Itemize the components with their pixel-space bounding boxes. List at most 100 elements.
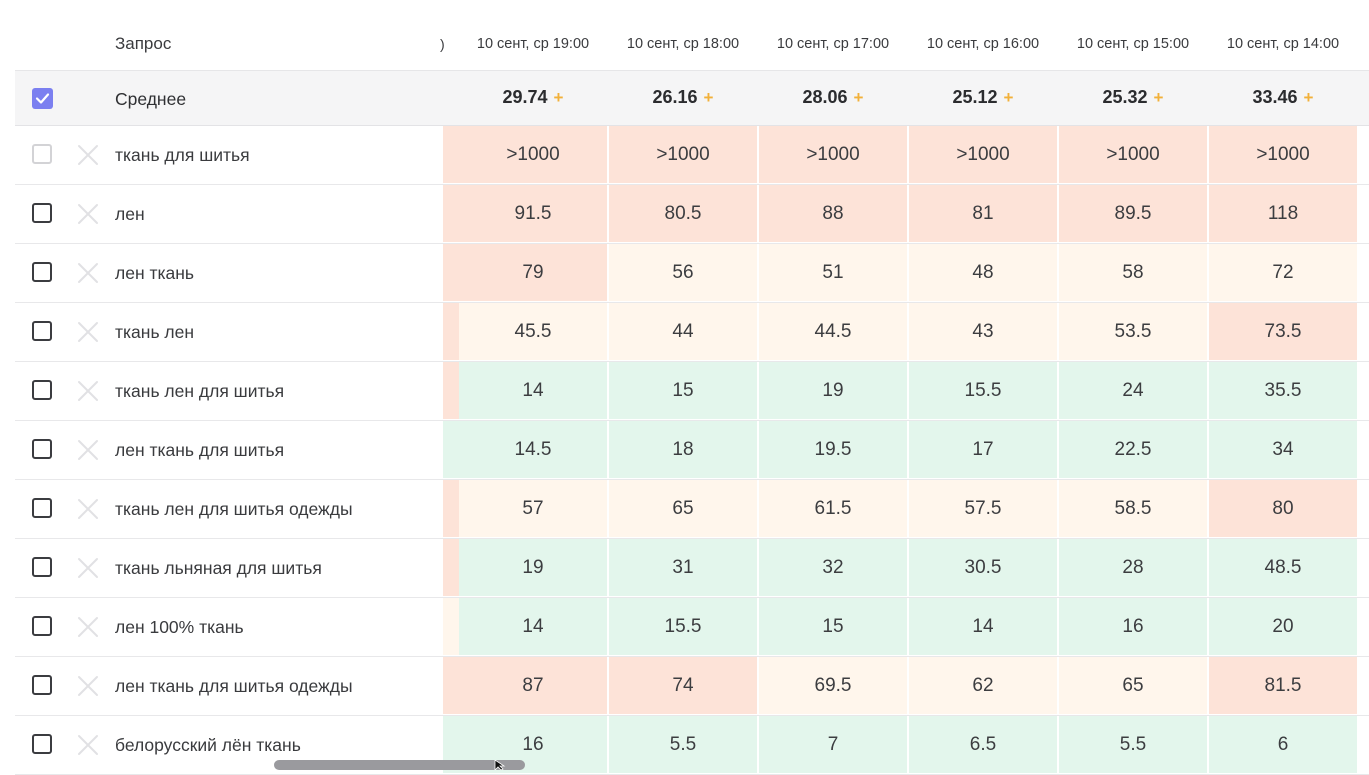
row-checkbox[interactable]	[32, 557, 52, 577]
row-checkbox[interactable]	[32, 380, 52, 400]
position-cell: 43	[909, 303, 1057, 360]
row-checkbox[interactable]	[32, 675, 52, 695]
position-cell: 57.5	[909, 480, 1057, 537]
average-value: 33.46 +	[1252, 87, 1314, 107]
row-checkbox[interactable]	[32, 203, 52, 223]
position-cell: 44	[609, 303, 757, 360]
close-icon[interactable]	[76, 733, 100, 757]
position-cell: 30.5	[909, 539, 1057, 596]
position-cell: 79	[459, 244, 607, 301]
close-icon[interactable]	[76, 438, 100, 462]
position-cell: 5.5	[609, 716, 757, 773]
row-checkbox[interactable]	[32, 439, 52, 459]
query-label: лен 100% ткань	[115, 617, 244, 637]
position-cell: 5.5	[1059, 716, 1207, 773]
position-cell: >1000	[759, 126, 907, 183]
position-cell: 7	[759, 716, 907, 773]
position-cell: 48.5	[1209, 539, 1357, 596]
column-header[interactable]: 10 сент, ср 18:00	[626, 36, 740, 52]
position-cell: >1000	[609, 126, 757, 183]
position-cell: 20	[1209, 598, 1357, 655]
horizontal-scrollbar[interactable]	[274, 760, 525, 770]
row-checkbox[interactable]	[32, 262, 52, 282]
close-icon[interactable]	[76, 320, 100, 344]
column-header[interactable]: 10 сент, ср 14:00	[1226, 36, 1340, 52]
position-cell: 45.5	[459, 303, 607, 360]
position-cell: 81	[909, 185, 1057, 242]
check-icon	[35, 93, 50, 104]
position-cell: 62	[909, 657, 1057, 714]
position-cell: 35.5	[1209, 362, 1357, 419]
table-row: белорусский лён ткань 16 5.5 7 6.5 5.5 6	[15, 716, 1369, 775]
position-cell: 81.5	[1209, 657, 1357, 714]
position-cell: >1000	[1059, 126, 1207, 183]
truncated-column-header: )	[440, 36, 445, 52]
table-row: лен 100% ткань 14 15.5 15 14 16 20	[15, 598, 1369, 657]
table-row: ткань лен для шитья 14 15 19 15.5 24 35.5	[15, 362, 1369, 421]
position-cell: 17	[909, 421, 1057, 478]
column-header[interactable]: 10 сент, ср 16:00	[926, 36, 1040, 52]
table-row: ткань лен 45.5 44 44.5 43 53.5 73.5	[15, 303, 1369, 362]
table-row: ткань лен для шитья одежды 57 65 61.5 57.5 58…	[15, 480, 1369, 539]
expand-plus-icon[interactable]: +	[1303, 88, 1314, 107]
query-rows: ткань для шитья >1000 >1000 >1000 >1000 >1000…	[15, 126, 1369, 775]
average-label: Среднее	[115, 89, 187, 109]
column-header[interactable]: 10 сент, ср 19:00	[476, 36, 590, 52]
position-cell: 15	[759, 598, 907, 655]
rankings-table: Запрос ) 10 сент, ср 19:00 10 сент, ср 1…	[15, 16, 1369, 775]
close-icon[interactable]	[76, 497, 100, 521]
position-cell: 72	[1209, 244, 1357, 301]
query-label: ткань лен	[115, 322, 195, 342]
close-icon[interactable]	[76, 556, 100, 580]
expand-plus-icon[interactable]: +	[1153, 88, 1164, 107]
position-cell: >1000	[909, 126, 1057, 183]
query-column-header[interactable]: Запрос	[115, 34, 172, 53]
position-cell: 74	[609, 657, 757, 714]
position-cell: 31	[609, 539, 757, 596]
average-checkbox[interactable]	[32, 88, 53, 109]
position-cell: 19	[759, 362, 907, 419]
table-row: лен 91.5 80.5 88 81 89.5 118	[15, 185, 1369, 244]
table-row: лен ткань для шитья одежды 87 74 69.5 62 65 81…	[15, 657, 1369, 716]
position-cell: 14.5	[459, 421, 607, 478]
expand-plus-icon[interactable]: +	[1003, 88, 1014, 107]
position-cell: 15.5	[909, 362, 1057, 419]
close-icon[interactable]	[76, 261, 100, 285]
position-cell: 58	[1059, 244, 1207, 301]
expand-plus-icon[interactable]: +	[703, 88, 714, 107]
position-cell: 19.5	[759, 421, 907, 478]
position-cell: 44.5	[759, 303, 907, 360]
position-cell: 24	[1059, 362, 1207, 419]
position-cell: 14	[459, 598, 607, 655]
position-cell: 32	[759, 539, 907, 596]
close-icon[interactable]	[76, 674, 100, 698]
position-cell: 19	[459, 539, 607, 596]
row-checkbox[interactable]	[32, 734, 52, 754]
column-header[interactable]: 10 сент, ср 15:00	[1076, 36, 1190, 52]
position-cell: 15.5	[609, 598, 757, 655]
column-header[interactable]: 10 сент, ср 17:00	[776, 36, 890, 52]
position-cell: 69.5	[759, 657, 907, 714]
expand-plus-icon[interactable]: +	[853, 88, 864, 107]
row-checkbox[interactable]	[32, 498, 52, 518]
position-cell: >1000	[459, 126, 607, 183]
average-value: 25.32 +	[1102, 87, 1164, 107]
close-icon[interactable]	[76, 143, 100, 167]
close-icon[interactable]	[76, 202, 100, 226]
row-checkbox[interactable]	[32, 616, 52, 636]
position-cell: 118	[1209, 185, 1357, 242]
query-label: ткань лен для шитья	[115, 381, 285, 401]
close-icon[interactable]	[76, 615, 100, 639]
expand-plus-icon[interactable]: +	[553, 88, 564, 107]
table-header: Запрос ) 10 сент, ср 19:00 10 сент, ср 1…	[15, 16, 1369, 71]
table-row: лен ткань 79 56 51 48 58 72	[15, 244, 1369, 303]
average-value: 29.74 +	[502, 87, 564, 107]
row-checkbox[interactable]	[32, 144, 52, 164]
close-icon[interactable]	[76, 379, 100, 403]
average-value: 26.16 +	[652, 87, 714, 107]
row-checkbox[interactable]	[32, 321, 52, 341]
position-cell: 16	[1059, 598, 1207, 655]
position-cell: 91.5	[459, 185, 607, 242]
position-cell: 18	[609, 421, 757, 478]
average-value: 28.06 +	[802, 87, 864, 107]
